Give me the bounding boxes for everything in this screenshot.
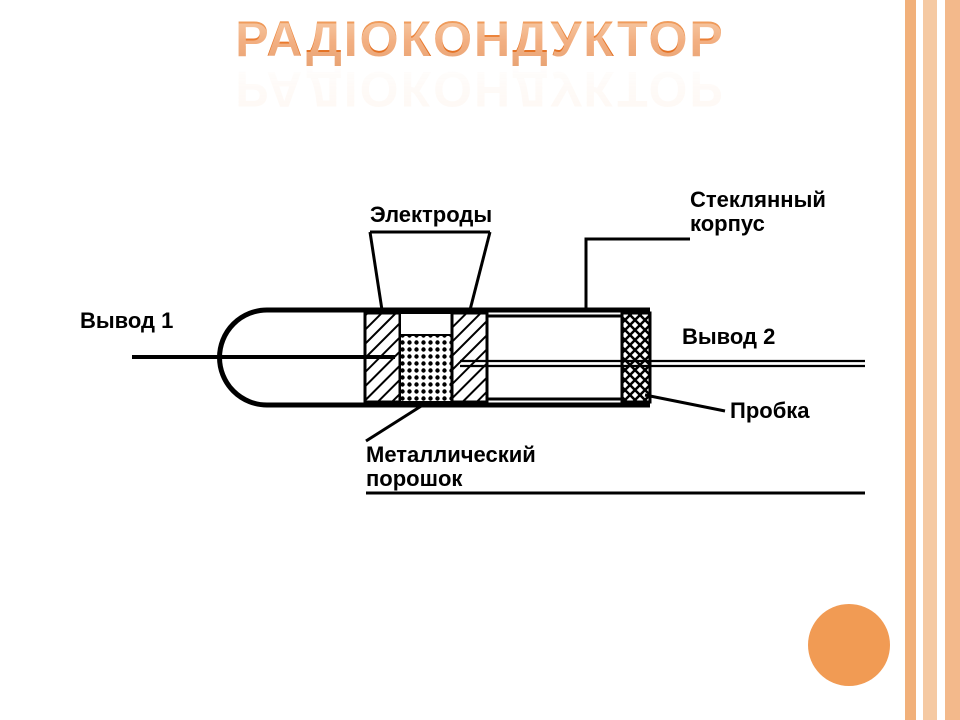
diagram-svg: Вывод 1 Электроды Стеклянный корпус Выво… [70, 185, 880, 525]
powder-leader [366, 403, 426, 441]
label-lead2: Вывод 2 [682, 324, 775, 349]
metal-powder [400, 335, 452, 402]
glasscase-leader [586, 239, 690, 310]
powder-empty-top [400, 313, 452, 335]
plug [622, 313, 650, 402]
label-lead1: Вывод 1 [80, 308, 173, 333]
label-glasscase-l1: Стеклянный [690, 187, 826, 212]
label-powder-l1: Металлический [366, 442, 536, 467]
slide: РАДІОКОНДУКТОР РАДІОКОНДУКТОР [0, 0, 960, 720]
label-plug: Пробка [730, 398, 810, 423]
label-powder-l2: порошок [366, 466, 463, 491]
label-electrodes: Электроды [370, 202, 492, 227]
accent-circle [808, 604, 890, 686]
slide-title: РАДІОКОНДУКТОР РАДІОКОНДУКТОР [0, 10, 960, 118]
plug-leader [645, 395, 725, 411]
label-glasscase-l2: корпус [690, 211, 765, 236]
electrodes-leader-1 [370, 232, 382, 310]
title-reflection: РАДІОКОНДУКТОР [0, 60, 960, 118]
electrodes-leader-2 [470, 232, 490, 310]
electrode-2 [452, 313, 487, 402]
diagram: Вывод 1 Электроды Стеклянный корпус Выво… [70, 185, 880, 525]
